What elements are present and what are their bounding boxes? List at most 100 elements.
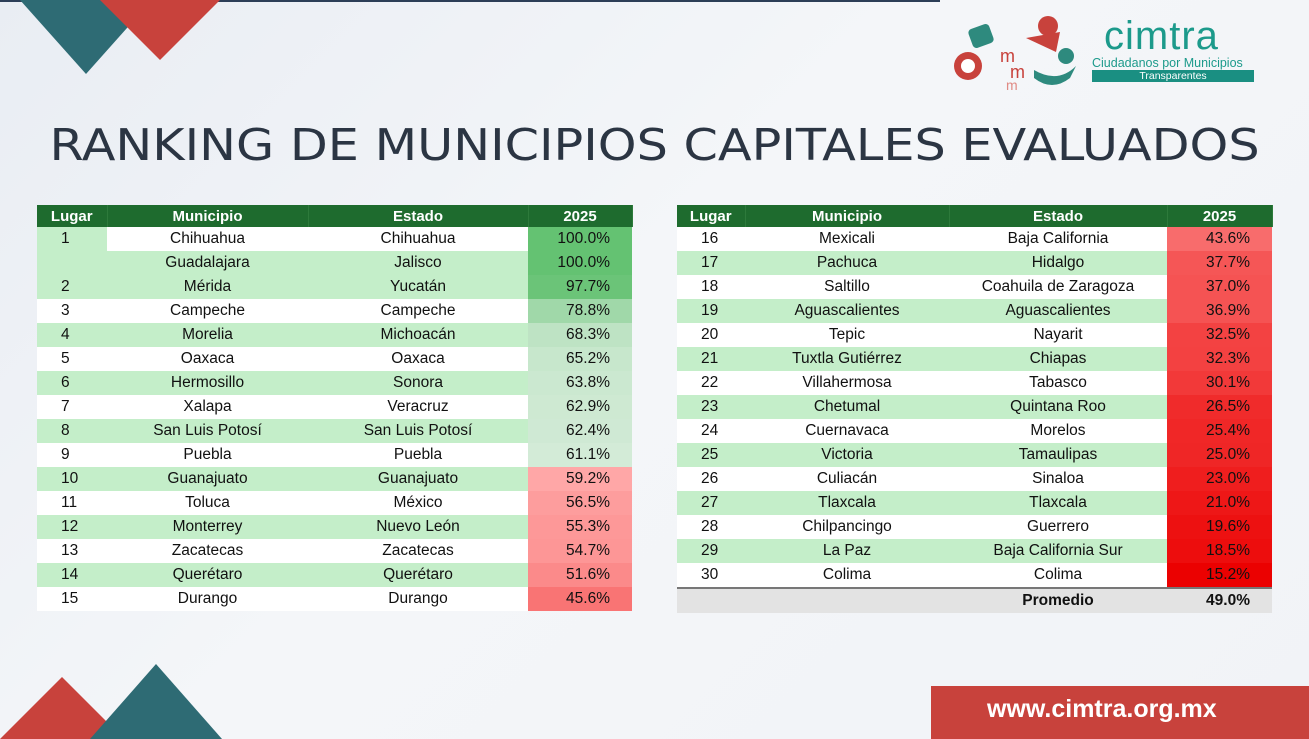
municipio-cell: Chetumal	[745, 395, 949, 419]
top-rule	[0, 0, 940, 2]
table-row: 27 Tlaxcala Tlaxcala 21.0%	[677, 491, 1272, 515]
logo-wordmark: cimtra	[1104, 14, 1219, 58]
rank-cell: 22	[677, 371, 745, 395]
table-row: 19 Aguascalientes Aguascalientes 36.9%	[677, 299, 1272, 323]
rank-cell: 18	[677, 275, 745, 299]
score-cell: 51.6%	[528, 563, 632, 587]
estado-cell: Campeche	[308, 299, 528, 323]
score-cell: 21.0%	[1167, 491, 1272, 515]
score-cell: 36.9%	[1167, 299, 1272, 323]
municipio-cell: Mérida	[107, 275, 308, 299]
estado-cell: Chihuahua	[308, 227, 528, 251]
table-row: 12 Monterrey Nuevo León 55.3%	[37, 515, 632, 539]
header-year: 2025	[1167, 205, 1273, 227]
table-header-row: Lugar Municipio Estado 2025	[677, 205, 1273, 227]
rank-cell: 7	[37, 395, 107, 419]
estado-cell: Veracruz	[308, 395, 528, 419]
table-row: 1 Chihuahua Chihuahua 100.0%	[37, 227, 632, 251]
score-cell: 56.5%	[528, 491, 632, 515]
logo-mark-icon: m m m	[954, 16, 1076, 93]
logo-subtitle: Ciudadanos por Municipios	[1092, 56, 1243, 70]
score-cell: 68.3%	[528, 323, 632, 347]
header-municipio: Municipio	[745, 205, 950, 227]
estado-cell: Quintana Roo	[949, 395, 1167, 419]
svg-text:m: m	[1000, 46, 1015, 66]
score-cell: 61.1%	[528, 443, 632, 467]
municipio-cell: Querétaro	[107, 563, 308, 587]
website-link[interactable]: www.cimtra.org.mx	[931, 686, 1309, 739]
score-cell: 43.6%	[1167, 227, 1272, 251]
municipio-cell: Colima	[745, 563, 949, 588]
table-row: 25 Victoria Tamaulipas 25.0%	[677, 443, 1272, 467]
municipio-cell: Xalapa	[107, 395, 308, 419]
estado-cell: San Luis Potosí	[308, 419, 528, 443]
header-lugar: Lugar	[677, 205, 746, 227]
rank-cell: 5	[37, 347, 107, 371]
municipio-cell: Pachuca	[745, 251, 949, 275]
rank-cell: 2	[37, 275, 107, 299]
average-label: Promedio	[949, 587, 1167, 613]
table-row: 3 Campeche Campeche 78.8%	[37, 299, 632, 323]
logo-subtitle-band: Transparentes	[1092, 70, 1254, 82]
score-cell: 62.9%	[528, 395, 632, 419]
table-row: 5 Oaxaca Oaxaca 65.2%	[37, 347, 632, 371]
table-row: 6 Hermosillo Sonora 63.8%	[37, 371, 632, 395]
municipio-cell: Mexicali	[745, 227, 949, 251]
estado-cell: Tabasco	[949, 371, 1167, 395]
table-row: 8 San Luis Potosí San Luis Potosí 62.4%	[37, 419, 632, 443]
estado-cell: Michoacán	[308, 323, 528, 347]
municipio-cell: Chilpancingo	[745, 515, 949, 539]
municipio-cell: Oaxaca	[107, 347, 308, 371]
cimtra-logo: m m m cimtra Ciudadanos por Municipios T…	[948, 14, 1258, 96]
rank-cell: 30	[677, 563, 745, 588]
table-row: 9 Puebla Puebla 61.1%	[37, 443, 632, 467]
table-row: 24 Cuernavaca Morelos 25.4%	[677, 419, 1272, 443]
header-municipio: Municipio	[107, 205, 309, 227]
municipio-cell: Monterrey	[107, 515, 308, 539]
score-cell: 25.4%	[1167, 419, 1272, 443]
table-header-row: Lugar Municipio Estado 2025	[37, 205, 633, 227]
rank-cell: 14	[37, 563, 107, 587]
rank-cell: 17	[677, 251, 745, 275]
score-cell: 59.2%	[528, 467, 632, 491]
rank-cell: 27	[677, 491, 745, 515]
rank-cell: 20	[677, 323, 745, 347]
estado-cell: Durango	[308, 587, 528, 611]
score-cell: 97.7%	[528, 275, 632, 299]
rank-cell: 6	[37, 371, 107, 395]
table-row: 22 Villahermosa Tabasco 30.1%	[677, 371, 1272, 395]
score-cell: 62.4%	[528, 419, 632, 443]
estado-cell: Morelos	[949, 419, 1167, 443]
estado-cell: Coahuila de Zaragoza	[949, 275, 1167, 299]
header-year: 2025	[528, 205, 633, 227]
score-cell: 100.0%	[528, 227, 632, 251]
estado-cell: Puebla	[308, 443, 528, 467]
estado-cell: Jalisco	[308, 251, 528, 275]
rank-cell: 4	[37, 323, 107, 347]
rank-cell: 26	[677, 467, 745, 491]
svg-text:m: m	[1006, 77, 1018, 93]
municipio-cell: Culiacán	[745, 467, 949, 491]
municipio-cell: Toluca	[107, 491, 308, 515]
rank-cell: 8	[37, 419, 107, 443]
rank-cell: 13	[37, 539, 107, 563]
table-row: 7 Xalapa Veracruz 62.9%	[37, 395, 632, 419]
municipio-cell: Chihuahua	[107, 227, 308, 251]
table-row: 26 Culiacán Sinaloa 23.0%	[677, 467, 1272, 491]
score-cell: 63.8%	[528, 371, 632, 395]
estado-cell: Yucatán	[308, 275, 528, 299]
table-row: 15 Durango Durango 45.6%	[37, 587, 632, 611]
municipio-cell: Tlaxcala	[745, 491, 949, 515]
rank-cell: 16	[677, 227, 745, 251]
estado-cell: Guerrero	[949, 515, 1167, 539]
estado-cell: Oaxaca	[308, 347, 528, 371]
score-cell: 54.7%	[528, 539, 632, 563]
estado-cell: Sinaloa	[949, 467, 1167, 491]
score-cell: 37.0%	[1167, 275, 1272, 299]
rank-cell: 9	[37, 443, 107, 467]
score-cell: 23.0%	[1167, 467, 1272, 491]
rank-cell: 29	[677, 539, 745, 563]
average-score: 49.0%	[1167, 587, 1272, 613]
municipio-cell: Zacatecas	[107, 539, 308, 563]
rank-cell: 15	[37, 587, 107, 611]
